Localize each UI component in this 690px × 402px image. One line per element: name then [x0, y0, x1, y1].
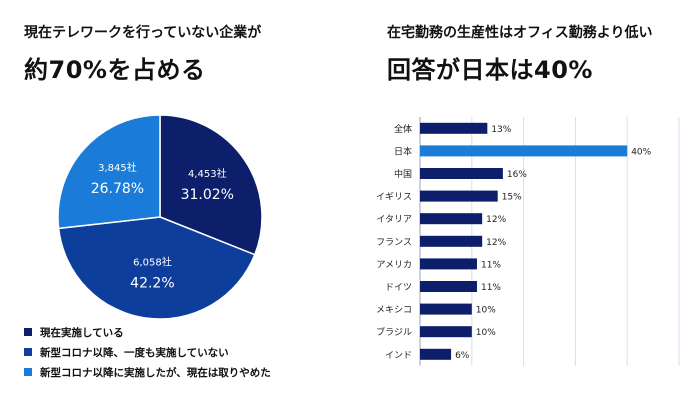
bar-category-label: 全体 [394, 123, 412, 135]
bar-2 [420, 168, 503, 179]
pie-headline-line2: 約70%を占める [24, 56, 206, 84]
pie-slice-0 [159, 114, 263, 256]
pie-panel: 現在テレワークを行っていない企業が 約70%を占める 4,453社 31.02% 6… [24, 25, 271, 382]
bar-headline-line2: 回答が日本は40% [387, 56, 593, 84]
legend-swatch [24, 368, 32, 376]
bar-value-label: 12% [486, 215, 506, 225]
bar-category-label: アメリカ [376, 259, 412, 270]
legend-label: 新型コロナ以降、一度も実施していない [40, 346, 229, 359]
bar-category-label: メキシコ [376, 306, 412, 316]
bar-1 [420, 145, 628, 157]
bar-5 [420, 235, 483, 247]
bar-9 [420, 326, 472, 338]
pie-count-label: 4,453社 [188, 167, 227, 180]
bar-category-label: 日本 [394, 145, 412, 157]
pie-percent-label: 42.2% [130, 276, 174, 292]
bar-value-label: 6% [455, 351, 470, 361]
pie-percent-label: 26.78% [91, 181, 144, 197]
bar-0 [420, 122, 488, 134]
bar-10 [420, 348, 452, 360]
pie-chart: 4,453社 31.02% 6,058社 42.2% 3,845社 26.78% [57, 114, 263, 320]
bar-category-label: インド [385, 351, 412, 361]
bar-6 [420, 258, 477, 270]
legend-item: 新型コロナ以降、一度も実施していない [24, 342, 271, 362]
bar-value-label: 10% [476, 306, 496, 316]
legend-swatch [24, 328, 32, 336]
bar-value-label: 12% [486, 238, 506, 248]
bar-category-label: ブラジル [376, 326, 412, 338]
bar-3 [420, 190, 498, 202]
bar-category-label: イタリア [376, 214, 412, 225]
bar-value-label: 11% [481, 260, 501, 270]
legend-item: 現在実施している [24, 322, 271, 342]
bar-value-label: 40% [631, 147, 651, 157]
pie-slice-2 [57, 114, 161, 230]
bar-value-label: 16% [507, 170, 527, 180]
legend-label: 現在実施している [40, 326, 124, 339]
pie-count-label: 3,845社 [98, 161, 137, 174]
pie-legend: 現在実施している新型コロナ以降、一度も実施していない新型コロナ以降に実施したが、… [24, 322, 271, 382]
pie-count-label: 6,058社 [133, 256, 172, 269]
bar-chart: 全体 13% 日本 40% 中国 16% イギリス 15% イタリア 12% フランス 12% アメリカ… [376, 117, 680, 366]
bar-7 [420, 281, 477, 292]
legend-swatch [24, 348, 32, 356]
bar-4 [420, 213, 483, 225]
bar-headline-line1: 在宅勤務の生産性はオフィス勤務より低い [387, 25, 653, 41]
bar-value-label: 11% [481, 283, 501, 293]
bar-8 [420, 303, 472, 315]
legend-item: 新型コロナ以降に実施したが、現在は取りやめた [24, 362, 271, 382]
pie-percent-label: 31.02% [181, 187, 234, 203]
bar-category-label: ドイツ [385, 283, 412, 293]
pie-headline-line1: 現在テレワークを行っていない企業が [24, 25, 262, 41]
bar-category-label: フランス [376, 237, 412, 248]
bar-panel: 在宅勤務の生産性はオフィス勤務より低い 回答が日本は40% 全体 13% 日本 40%… [345, 0, 690, 402]
legend-label: 新型コロナ以降に実施したが、現在は取りやめた [40, 366, 271, 379]
bar-category-label: 中国 [394, 168, 412, 180]
bar-value-label: 15% [502, 193, 522, 203]
bar-value-label: 10% [476, 328, 496, 338]
bar-value-label: 13% [491, 125, 511, 135]
bar-category-label: イギリス [376, 192, 412, 203]
pie-slice-1 [57, 216, 256, 320]
